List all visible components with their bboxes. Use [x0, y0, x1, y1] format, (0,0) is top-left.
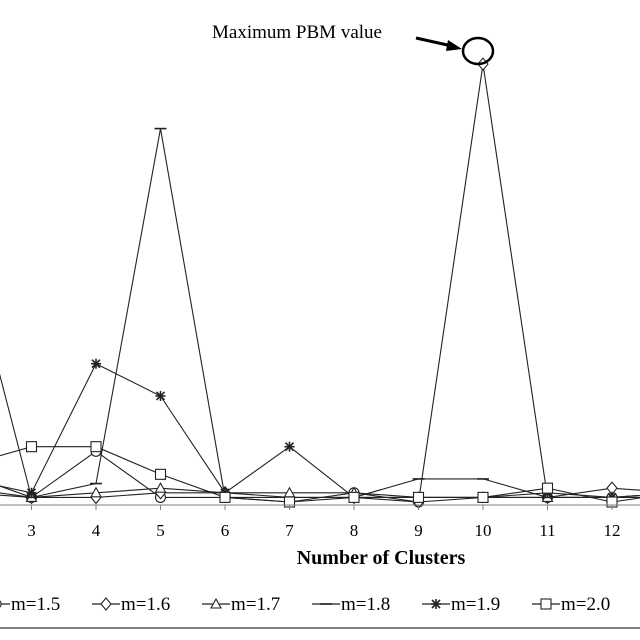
annotation-circle — [461, 36, 495, 66]
x-tick-label-6: 6 — [221, 521, 230, 540]
x-tick-label-12: 12 — [604, 521, 621, 540]
point-m-2-0-x8 — [348, 491, 360, 503]
series-line-m-2-0 — [0, 446, 640, 503]
point-m-2-0-x6 — [219, 491, 231, 503]
legend-label-m-2-0: m=2.0 — [561, 594, 610, 615]
point-m-1-7-x4 — [90, 486, 102, 498]
point-m-2-0-x10 — [477, 491, 489, 503]
legend-label-m-1-6: m=1.6 — [121, 594, 170, 615]
legend-item-m-2-0: m=2.0 — [532, 594, 610, 615]
series-line-m-1-8 — [0, 128, 640, 499]
point-m-2-0-x9 — [412, 491, 425, 503]
legend-item-m-1-7: m=1.7 — [202, 594, 280, 615]
x-axis-ticks: 3 4 5 6 7 8 9 10 11 12 — [27, 505, 621, 540]
annotation-arrow-head — [446, 40, 462, 51]
legend-label-m-1-5: m=1.5 — [11, 594, 60, 615]
point-m-2-0-x3 — [25, 441, 38, 453]
legend-item-m-1-6: m=1.6 — [92, 594, 170, 615]
legend: m=1.5 m=1.6 m=1.7 m=1.8 m=1.9 m=2.0 — [0, 594, 610, 615]
x-tick-label-5: 5 — [156, 521, 165, 540]
series-line-m-1-6 — [0, 64, 640, 503]
series-line-m-1-9 — [0, 362, 640, 498]
x-tick-label-9: 9 — [414, 521, 423, 540]
x-tick-label-4: 4 — [92, 521, 101, 540]
legend-item-m-1-5: m=1.5 — [0, 594, 60, 615]
point-m-2-0-x5 — [154, 468, 167, 480]
point-m-1-9-x5 — [155, 390, 166, 401]
legend-marker-m-1-5 — [0, 600, 2, 608]
annotation-text: Maximum PBM value — [212, 22, 382, 43]
point-m-1-9-x7 — [284, 441, 295, 452]
point-m-2-0-x4 — [90, 441, 102, 453]
plot-markers — [25, 57, 618, 509]
point-m-1-9-x3 — [26, 487, 37, 498]
legend-marker-m-1-7 — [210, 597, 222, 609]
x-tick-label-3: 3 — [27, 521, 36, 540]
annotation-arrow-shaft — [415, 36, 453, 48]
legend-item-m-1-9: m=1.9 — [422, 594, 500, 615]
x-tick-label-10: 10 — [475, 521, 492, 540]
legend-marker-m-1-9 — [431, 599, 441, 609]
x-tick-label-8: 8 — [350, 521, 359, 540]
max-annotation: Maximum PBM value — [212, 22, 495, 66]
point-m-1-7-x5 — [154, 482, 167, 493]
x-tick-label-11: 11 — [539, 521, 555, 540]
plot-lines — [0, 64, 640, 503]
legend-item-m-1-8: m=1.8 — [312, 594, 390, 615]
legend-label-m-1-8: m=1.8 — [341, 594, 390, 615]
legend-marker-m-2-0 — [540, 598, 552, 610]
legend-label-m-1-7: m=1.7 — [231, 594, 280, 615]
legend-label-m-1-9: m=1.9 — [451, 594, 500, 615]
x-tick-label-7: 7 — [285, 521, 294, 540]
legend-marker-m-1-6 — [100, 597, 112, 611]
point-m-2-0-x11 — [541, 482, 554, 494]
point-m-1-9-x4 — [91, 358, 101, 369]
x-axis-title: Number of Clusters — [297, 547, 466, 569]
